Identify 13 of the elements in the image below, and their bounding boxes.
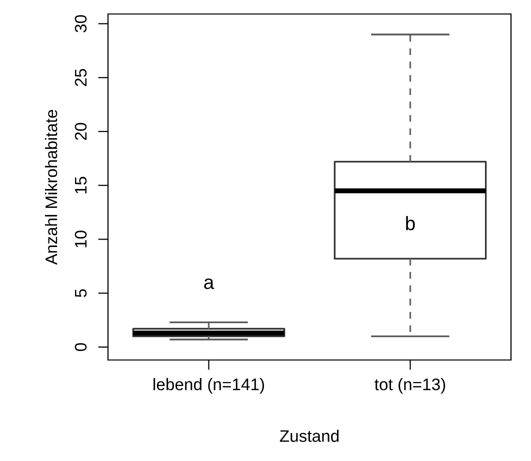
y-tick-label: 20: [74, 122, 87, 140]
y-tick-label: 0: [74, 343, 87, 352]
x-axis-title: Zustand: [280, 430, 339, 442]
x-tick-label: lebend (n=141): [154, 378, 264, 394]
y-tick-label: 25: [74, 69, 87, 86]
y-tick-label: 30: [74, 15, 87, 32]
annotation: b: [406, 216, 415, 230]
y-axis-title: Anzahl Mikrohabitate: [44, 110, 58, 265]
annotation: a: [204, 278, 214, 290]
y-tick-label: 5: [75, 289, 87, 298]
y-tick-label: 15: [75, 176, 87, 194]
y-tick-label: 10: [74, 230, 87, 248]
x-tick-label: tot (n=13): [374, 378, 446, 394]
